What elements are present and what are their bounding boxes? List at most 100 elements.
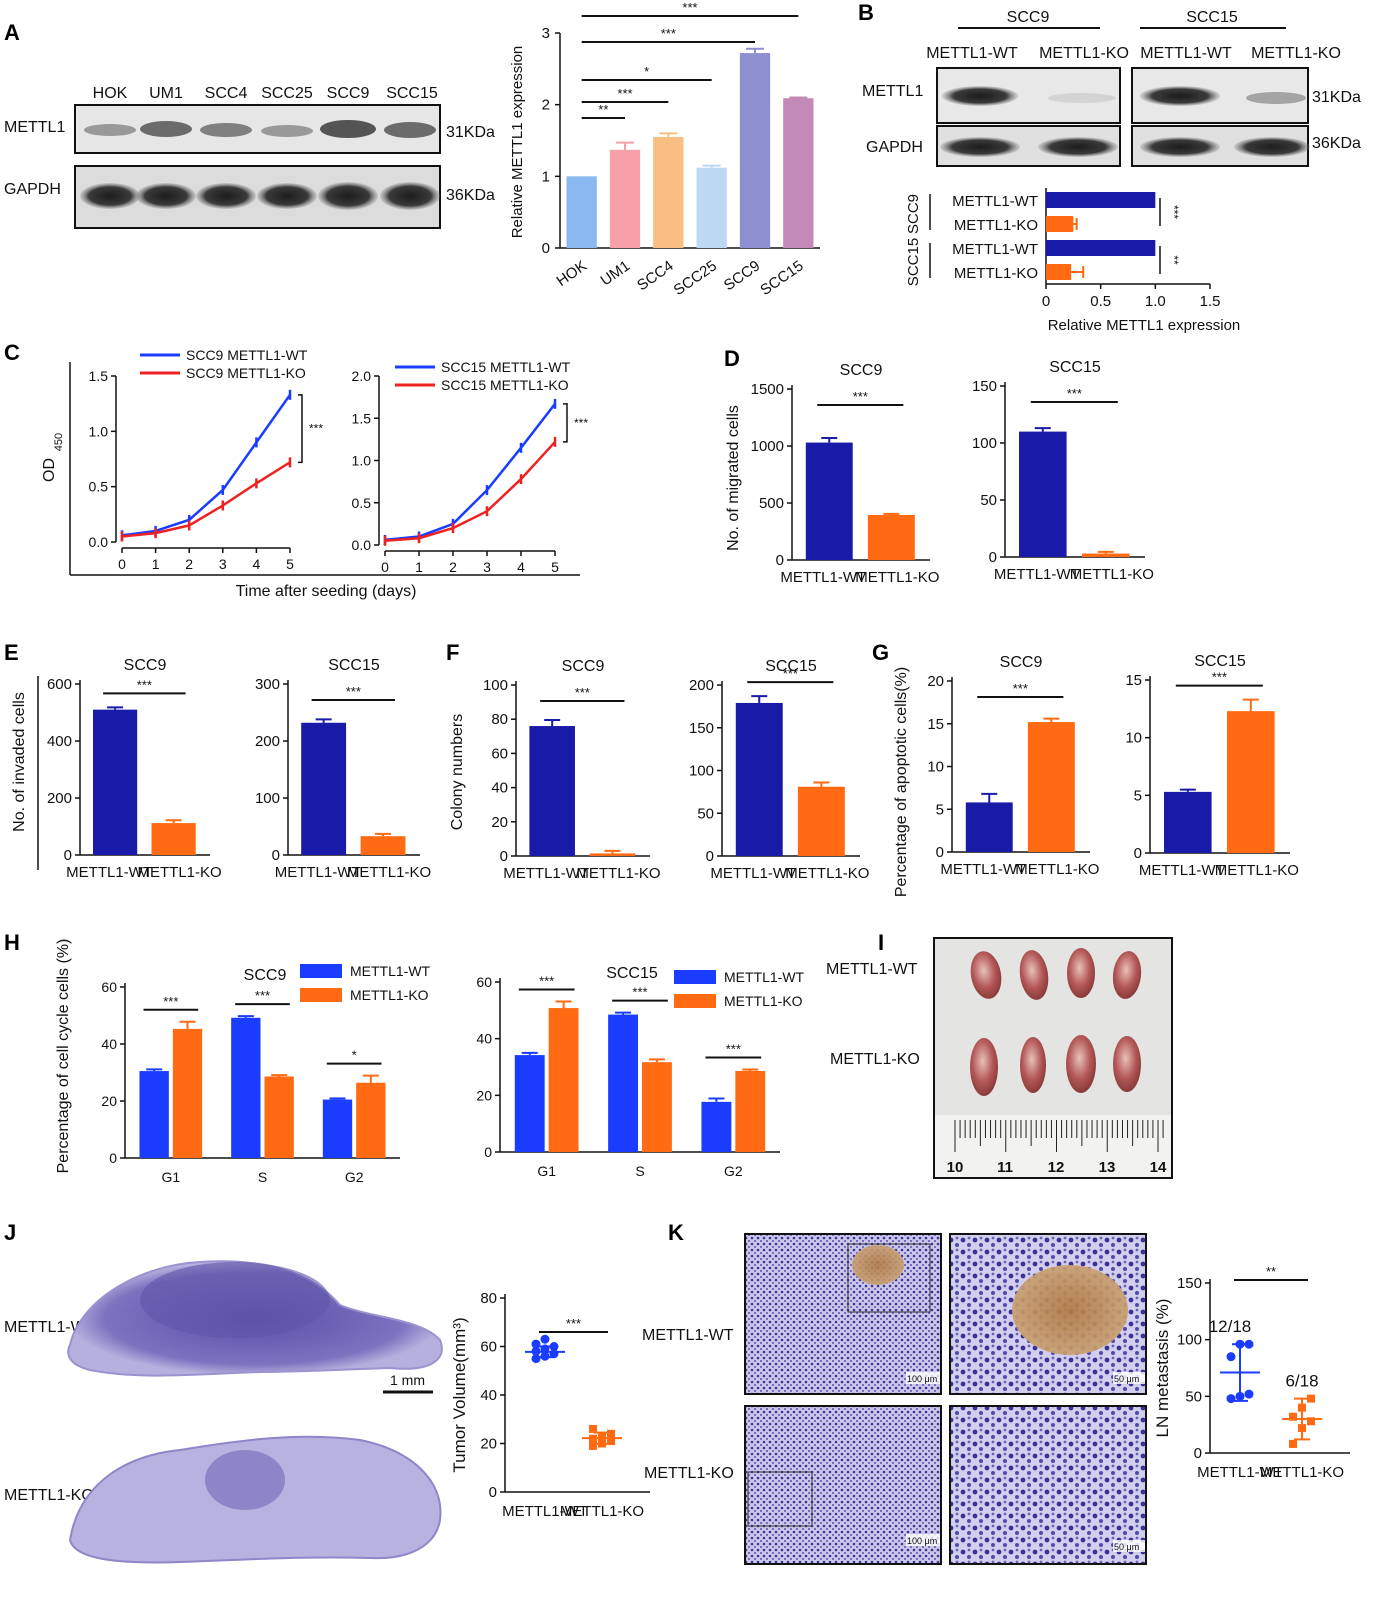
data-point xyxy=(1289,1412,1297,1421)
series-line xyxy=(121,394,292,537)
x-tick-label: METTL1-WT xyxy=(1139,862,1225,879)
y-tick-label: 100 xyxy=(483,677,508,694)
x-tick-label: 0 xyxy=(118,556,126,572)
lane-label: UM1 xyxy=(149,85,183,102)
lane-label: SCC15 xyxy=(386,85,438,102)
data-point xyxy=(1244,1339,1254,1349)
significance-label: *** xyxy=(1167,205,1181,219)
y-tick-label: 200 xyxy=(255,733,280,750)
data-point xyxy=(1235,1339,1245,1349)
y-tick-label: 1 xyxy=(542,168,550,185)
panel-i-photo: METTL1-WT METTL1-KO 10 11 12 13 14 xyxy=(826,937,1173,1179)
x-tick-label: METTL1-WT xyxy=(994,566,1080,583)
y-tick-label: 40 xyxy=(491,780,508,797)
y-tick-label: METTL1-WT xyxy=(952,241,1038,258)
y-tick-label: 100 xyxy=(1177,1332,1202,1349)
y-axis-label: Colony numbers xyxy=(449,714,466,831)
chart-title: SCC9 xyxy=(124,657,167,674)
x-tick-label: 2 xyxy=(449,559,457,575)
panel-letter-b: B xyxy=(858,0,874,25)
ihc-image-wt-low xyxy=(744,1233,942,1395)
x-tick-label: METTL1-KO xyxy=(347,864,431,881)
x-tick-label: UM1 xyxy=(598,257,634,289)
bar xyxy=(735,1070,766,1152)
y-tick-label: 60 xyxy=(491,745,508,762)
line-chart: 0.0 0.5 1.0 1.5 0 1 2 3 4 5 SCC9 METTL1-WT SCC9 MET… xyxy=(89,347,324,572)
significance-label: *** xyxy=(309,422,323,436)
y-tick-label: 0 xyxy=(484,1144,492,1160)
x-tick-label: 0.5 xyxy=(1090,293,1111,310)
y-axis-label: Tumor Volume(mm³) xyxy=(450,1317,469,1472)
y-tick-label: 0.0 xyxy=(352,537,372,553)
lane-label: SCC4 xyxy=(205,85,248,102)
data-point xyxy=(589,1424,597,1433)
y-tick-label: 300 xyxy=(255,676,280,693)
series-line xyxy=(384,441,556,543)
annotation: 12/18 xyxy=(1209,1317,1252,1336)
blot-metttl1-membrane xyxy=(74,104,441,154)
y-tick-label: 20 xyxy=(480,1436,497,1453)
x-tick-label: METTL1-KO xyxy=(1215,862,1299,879)
panel-letter-e: E xyxy=(4,640,19,665)
y-tick-label: 40 xyxy=(101,1036,117,1052)
significance-label: * xyxy=(352,1048,357,1063)
x-tick-label: 3 xyxy=(219,556,227,572)
significance-label: *** xyxy=(661,26,676,41)
legend-label: SCC9 METTL1-KO xyxy=(186,365,306,381)
x-axis-label: Time after seeding (days) xyxy=(236,583,417,600)
y-tick-label: 15 xyxy=(1125,672,1142,689)
panel-j-sections: METTL1-WT METTL1-KO 1 mm xyxy=(4,1260,443,1564)
scale-label: 50 μm xyxy=(1114,1374,1139,1384)
metastasis-region xyxy=(1012,1265,1128,1355)
panel-h-charts: Percentage of cell cycle cells (%) 0 20 40 6… xyxy=(55,939,805,1185)
panel-a-blot: HOK UM1 SCC4 SCC25 SCC9 SCC15 METTL1 GAP… xyxy=(4,85,495,229)
chart-title: SCC9 xyxy=(244,967,287,984)
bar xyxy=(608,1014,638,1152)
significance-label: *** xyxy=(163,994,178,1009)
y-tick-label: 0 xyxy=(500,848,508,865)
significance-label: *** xyxy=(632,985,647,1000)
y-tick-label: 0.0 xyxy=(89,534,109,550)
y-tick-label: 20 xyxy=(101,1093,117,1109)
y-tick-label: 1.0 xyxy=(89,423,109,439)
data-point xyxy=(1307,1394,1315,1403)
y-tick-label: 10 xyxy=(1125,730,1142,747)
x-tick-label: METTL1-KO xyxy=(855,569,939,586)
bar xyxy=(231,1017,261,1158)
chart-title: SCC15 xyxy=(328,657,380,674)
y-tick-label: 0.5 xyxy=(89,479,109,495)
scale-label: 100 μm xyxy=(907,1374,937,1384)
y-tick-label: 1.0 xyxy=(352,453,372,469)
y-tick-label: 40 xyxy=(480,1387,497,1404)
y-tick-label: 60 xyxy=(476,974,492,990)
panel-letter-a: A xyxy=(4,20,20,45)
x-tick-label: METTL1-KO xyxy=(785,865,869,882)
data-point xyxy=(1298,1403,1306,1412)
significance-label: *** xyxy=(566,1316,581,1331)
x-tick-label: METTL1-WT xyxy=(503,865,589,882)
size-label: 36KDa xyxy=(446,187,495,204)
y-tick-label: 5 xyxy=(1134,787,1142,804)
data-point xyxy=(607,1429,615,1438)
y-tick-label: 80 xyxy=(491,711,508,728)
y-tick-label: 0.5 xyxy=(352,495,372,511)
chart-title: SCC9 xyxy=(562,658,605,675)
panel-letter-h: H xyxy=(4,930,20,955)
bar xyxy=(301,722,347,855)
blot-b-bands xyxy=(940,86,1310,157)
x-tick-label: METTL1-WT xyxy=(502,1503,588,1520)
panel-letter-f: F xyxy=(446,640,459,665)
size-label: 31KDa xyxy=(446,124,495,141)
ruler-label: 14 xyxy=(1150,1159,1167,1176)
row-label: METTL1-WT xyxy=(826,961,918,978)
y-tick-label: 1.5 xyxy=(89,368,109,384)
x-tick-label: 0 xyxy=(1042,293,1050,310)
tumor-region xyxy=(205,1450,285,1510)
y-tick-label: 0 xyxy=(272,847,280,864)
ihc-image-ko-high xyxy=(949,1405,1147,1565)
panel-k-images: METTL1-WT METTL1-KO 100 μm 50 μm 100 μm … xyxy=(642,1233,1147,1565)
bar xyxy=(356,1082,386,1158)
